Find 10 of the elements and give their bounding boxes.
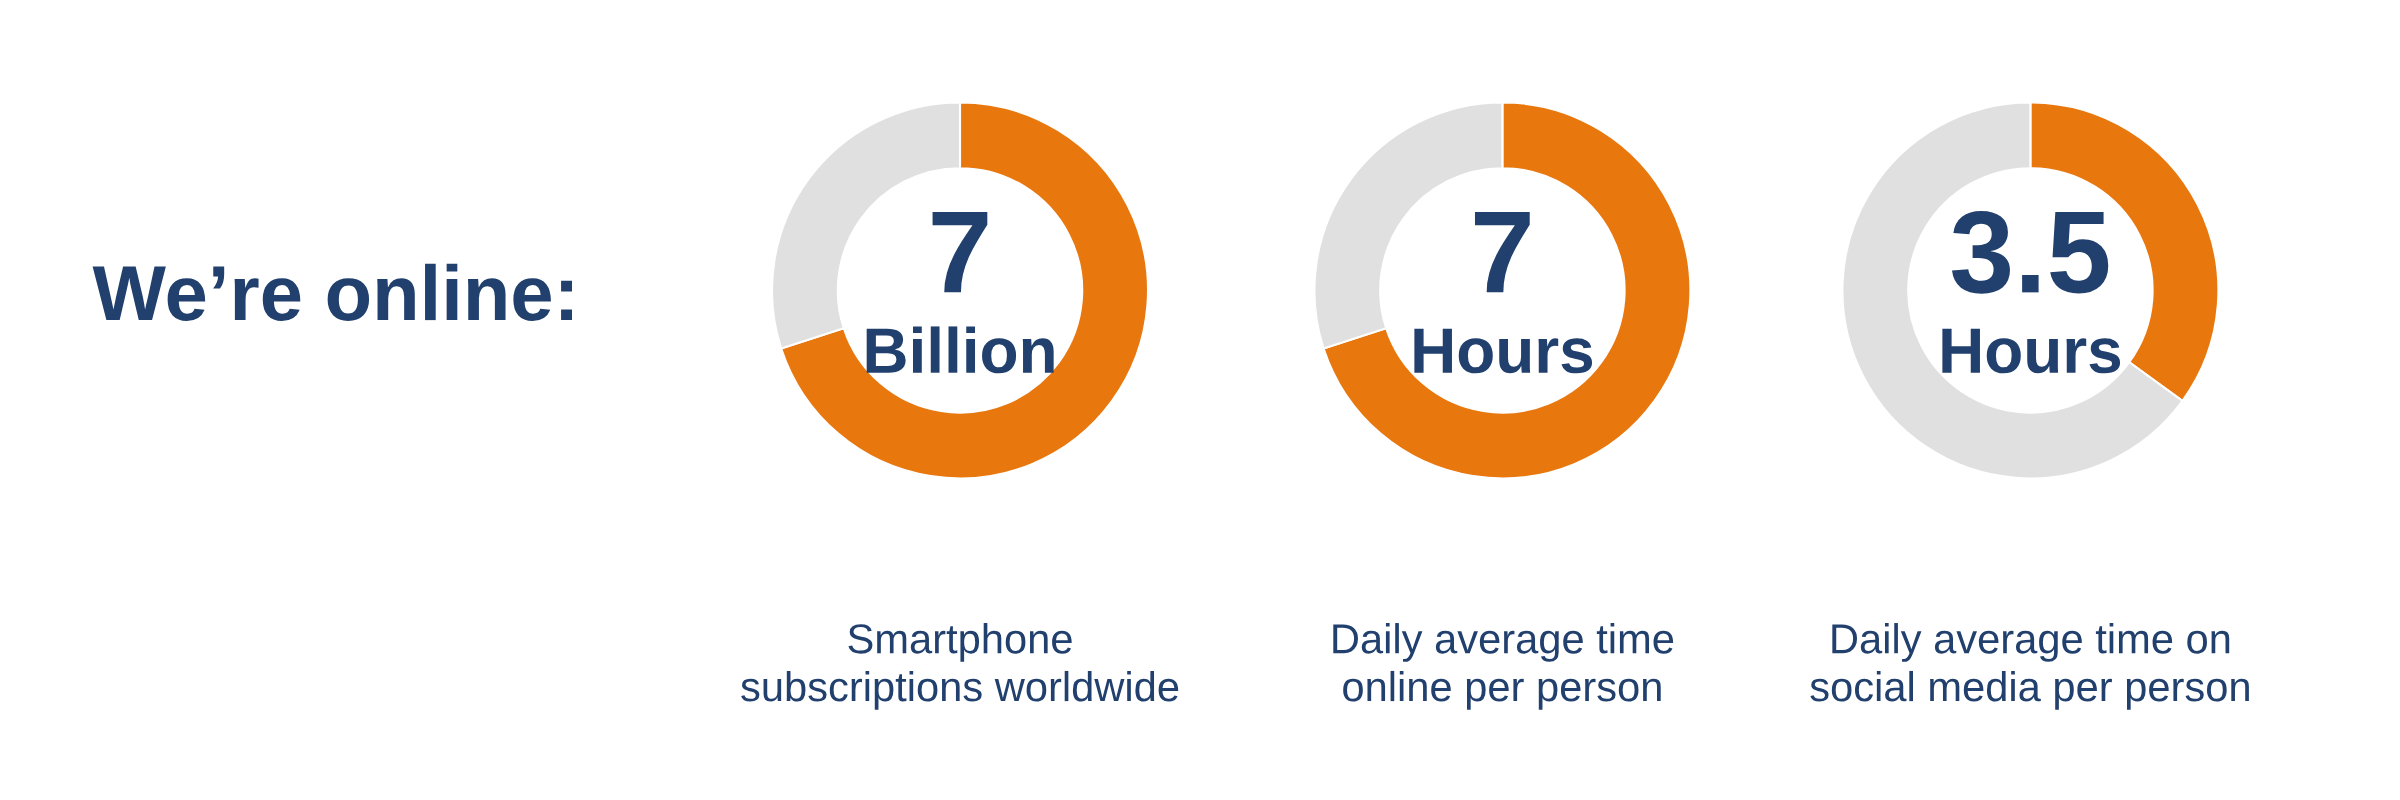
text: Daily average time online per person — [1333, 623, 1674, 710]
text: Hours — [1942, 328, 2121, 374]
text: Smartphone subscriptions worldwide — [741, 623, 1179, 710]
text: Billion — [866, 326, 1054, 374]
text: We’re online: — [92, 263, 573, 321]
text: Hours — [1414, 328, 1593, 374]
text: 3.5 — [1952, 210, 2109, 294]
text: 7 — [1474, 212, 1530, 293]
text: Daily average time on social media per person — [1810, 623, 2249, 710]
text: 7 — [932, 212, 988, 293]
